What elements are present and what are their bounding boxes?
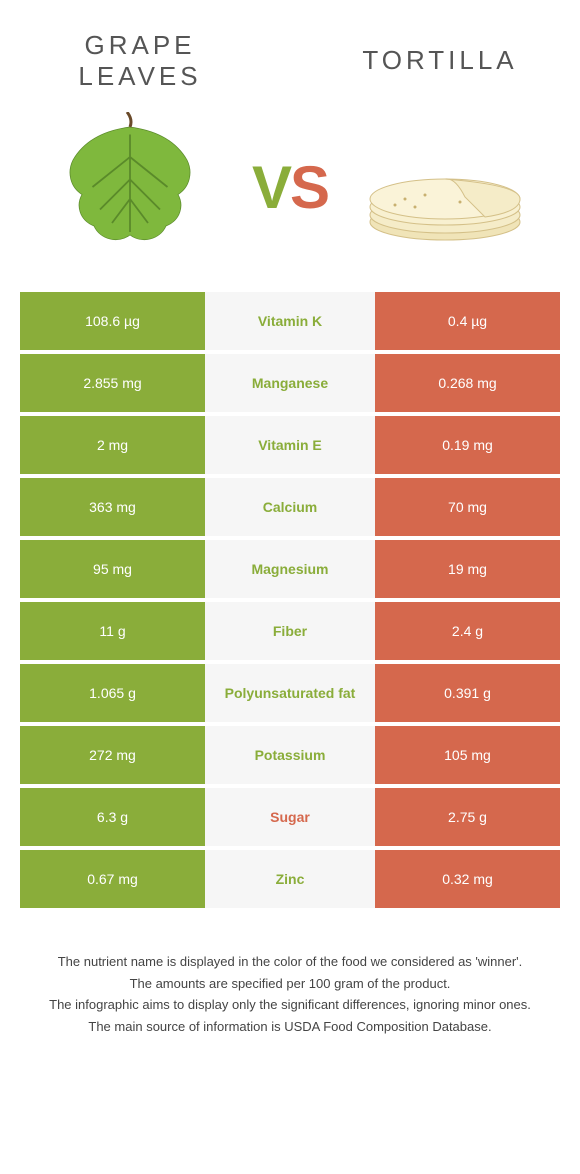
table-row: 2.855 mgManganese0.268 mg: [20, 354, 560, 412]
nutrient-table: 108.6 µgVitamin K0.4 µg2.855 mgManganese…: [20, 292, 560, 908]
tortilla-image: [360, 112, 540, 262]
grape-leaf-icon: [55, 112, 205, 262]
right-value: 0.268 mg: [375, 354, 560, 412]
left-value: 2 mg: [20, 416, 205, 474]
nutrient-name: Calcium: [205, 478, 375, 536]
table-row: 0.67 mgZinc0.32 mg: [20, 850, 560, 908]
right-value: 70 mg: [375, 478, 560, 536]
footer: The nutrient name is displayed in the co…: [0, 912, 580, 1068]
left-value: 0.67 mg: [20, 850, 205, 908]
right-value: 0.391 g: [375, 664, 560, 722]
nutrient-name: Vitamin K: [205, 292, 375, 350]
nutrient-name: Magnesium: [205, 540, 375, 598]
table-row: 95 mgMagnesium19 mg: [20, 540, 560, 598]
grape-leaf-image: [40, 112, 220, 262]
left-value: 108.6 µg: [20, 292, 205, 350]
table-row: 363 mgCalcium70 mg: [20, 478, 560, 536]
nutrient-name: Zinc: [205, 850, 375, 908]
left-value: 1.065 g: [20, 664, 205, 722]
table-row: 272 mgPotassium105 mg: [20, 726, 560, 784]
header: Grape leaves Tortilla: [0, 0, 580, 102]
images-row: VS: [0, 102, 580, 292]
vs-label: VS: [252, 153, 328, 222]
right-value: 0.4 µg: [375, 292, 560, 350]
right-value: 19 mg: [375, 540, 560, 598]
right-value: 0.32 mg: [375, 850, 560, 908]
table-row: 11 gFiber2.4 g: [20, 602, 560, 660]
footer-line-4: The main source of information is USDA F…: [30, 1017, 550, 1037]
nutrient-name: Fiber: [205, 602, 375, 660]
footer-line-1: The nutrient name is displayed in the co…: [30, 952, 550, 972]
left-value: 95 mg: [20, 540, 205, 598]
nutrient-name: Potassium: [205, 726, 375, 784]
table-row: 6.3 gSugar2.75 g: [20, 788, 560, 846]
footer-line-2: The amounts are specified per 100 gram o…: [30, 974, 550, 994]
right-value: 2.75 g: [375, 788, 560, 846]
title-right: Tortilla: [340, 45, 540, 76]
right-value: 2.4 g: [375, 602, 560, 660]
nutrient-name: Manganese: [205, 354, 375, 412]
nutrient-name: Polyunsaturated fat: [205, 664, 375, 722]
right-value: 0.19 mg: [375, 416, 560, 474]
left-value: 11 g: [20, 602, 205, 660]
nutrient-name: Sugar: [205, 788, 375, 846]
title-left: Grape leaves: [40, 30, 240, 92]
table-row: 1.065 gPolyunsaturated fat0.391 g: [20, 664, 560, 722]
vs-s: S: [290, 153, 328, 222]
left-value: 363 mg: [20, 478, 205, 536]
footer-line-3: The infographic aims to display only the…: [30, 995, 550, 1015]
right-value: 105 mg: [375, 726, 560, 784]
vs-v: V: [252, 153, 290, 222]
left-value: 272 mg: [20, 726, 205, 784]
tortilla-icon: [365, 127, 535, 247]
left-value: 6.3 g: [20, 788, 205, 846]
left-value: 2.855 mg: [20, 354, 205, 412]
table-row: 2 mgVitamin E0.19 mg: [20, 416, 560, 474]
table-row: 108.6 µgVitamin K0.4 µg: [20, 292, 560, 350]
nutrient-name: Vitamin E: [205, 416, 375, 474]
